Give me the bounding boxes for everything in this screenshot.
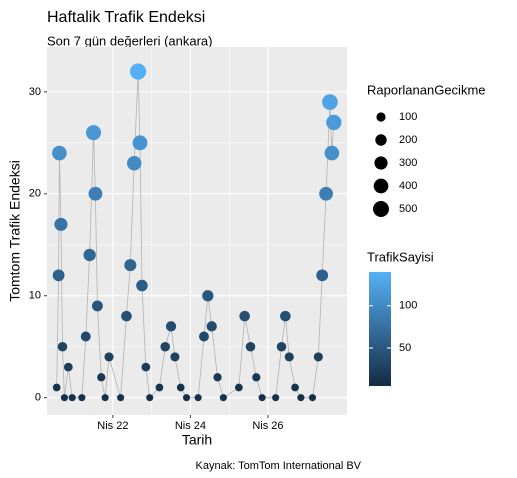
point — [176, 383, 185, 392]
x-tick-label: Nis 22 — [97, 420, 128, 432]
x-axis-label: Tarih — [182, 432, 212, 448]
point — [213, 373, 222, 382]
chart-title: Haftalik Trafik Endeksi — [47, 9, 205, 26]
point — [63, 362, 73, 372]
point — [80, 331, 91, 342]
point — [297, 394, 305, 402]
x-tick-label: Nis 24 — [175, 420, 206, 432]
point — [132, 135, 148, 151]
legend-label: 500 — [399, 203, 417, 215]
point — [272, 394, 280, 402]
point — [239, 310, 250, 322]
legend-size-key — [376, 112, 386, 122]
point — [316, 269, 329, 282]
point — [322, 94, 338, 110]
point — [252, 373, 261, 382]
point — [52, 269, 65, 282]
legend-title: RaporlananGecikme — [367, 82, 486, 97]
point — [85, 125, 102, 141]
point — [91, 300, 103, 312]
point — [313, 352, 323, 362]
point — [146, 394, 154, 402]
colorbar — [369, 272, 391, 386]
point — [60, 394, 68, 402]
caption: Kaynak: TomTom International BV — [196, 460, 362, 472]
point — [276, 341, 287, 352]
point — [68, 394, 76, 402]
legend-label: 50 — [399, 342, 411, 354]
legend-size-key — [374, 156, 388, 170]
legend-size-key — [373, 178, 389, 194]
point — [170, 352, 180, 362]
point — [141, 362, 151, 372]
point — [52, 383, 61, 392]
point — [284, 352, 294, 362]
point — [160, 341, 170, 352]
y-tick-label: 20 — [29, 188, 41, 200]
point — [235, 383, 243, 392]
point — [280, 310, 291, 322]
y-tick-label: 10 — [29, 290, 41, 302]
point — [324, 145, 340, 161]
legend-label: 300 — [399, 157, 417, 169]
point — [101, 394, 109, 402]
point — [129, 63, 147, 80]
point — [124, 259, 137, 272]
point — [291, 383, 299, 392]
point — [88, 186, 103, 201]
trend-line — [56, 71, 335, 399]
legend-label: 200 — [399, 134, 417, 146]
point — [136, 279, 148, 292]
point — [155, 383, 164, 392]
point — [245, 341, 256, 352]
point — [219, 394, 227, 402]
point — [83, 248, 96, 262]
point — [121, 310, 132, 322]
point — [199, 331, 209, 342]
legend-title: TrafikSayisi — [367, 249, 434, 264]
point — [165, 321, 177, 332]
point — [126, 155, 142, 171]
point — [54, 217, 68, 231]
chart-subtitle: Son 7 gün değerleri (ankara) — [47, 33, 213, 48]
point — [258, 394, 266, 402]
legend-size-key — [375, 134, 387, 146]
point — [206, 321, 217, 332]
point — [97, 373, 106, 382]
point — [326, 114, 342, 131]
legend-label: 400 — [399, 180, 417, 192]
legend-label: 100 — [399, 300, 417, 312]
point — [52, 145, 67, 161]
point — [57, 341, 68, 352]
legend-label: 100 — [399, 111, 417, 123]
point — [308, 394, 317, 402]
point — [194, 394, 202, 402]
point — [117, 394, 125, 402]
point — [78, 394, 86, 402]
y-axis-label: Tomtom Trafik Endeksi — [7, 160, 23, 302]
y-tick-label: 30 — [29, 86, 41, 98]
point — [182, 394, 191, 402]
point — [319, 186, 333, 201]
legend-size-key — [373, 201, 389, 217]
plot-panel — [47, 47, 347, 415]
y-tick-label: 0 — [35, 392, 41, 404]
point — [104, 352, 114, 362]
x-tick-label: Nis 26 — [252, 420, 283, 432]
point — [202, 290, 214, 302]
